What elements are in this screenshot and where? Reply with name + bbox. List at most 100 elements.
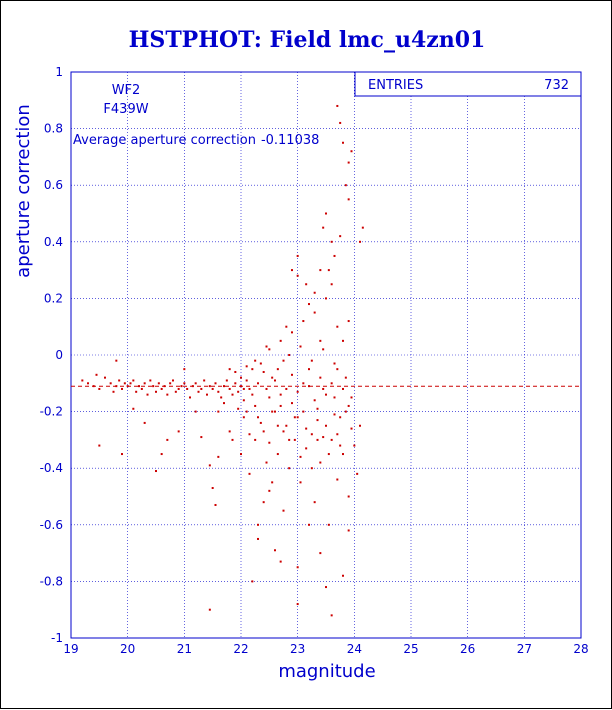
data-point <box>339 235 342 238</box>
data-point <box>288 438 291 441</box>
data-point <box>342 574 344 577</box>
data-point <box>211 487 214 490</box>
data-point <box>208 608 211 611</box>
y-tick-label: 0.6 <box>44 178 63 192</box>
data-point <box>344 410 347 413</box>
data-point <box>291 331 293 334</box>
data-point <box>143 421 146 424</box>
data-point <box>194 410 197 413</box>
data-point <box>327 269 330 272</box>
x-tick-label: 24 <box>347 642 362 656</box>
data-point <box>98 444 101 447</box>
data-point <box>180 385 183 388</box>
y-tick-label: 0.8 <box>44 122 63 136</box>
data-point <box>322 387 325 390</box>
data-point <box>313 399 316 402</box>
data-point <box>155 390 157 393</box>
data-point <box>231 393 234 396</box>
data-point <box>248 387 251 390</box>
data-point <box>268 489 271 492</box>
plot-area <box>70 71 582 639</box>
data-point <box>339 416 342 419</box>
data-point <box>347 198 350 201</box>
data-point <box>183 368 186 371</box>
data-point <box>330 283 333 286</box>
average-annotation-value: -0.11038 <box>261 133 319 148</box>
data-point <box>336 104 339 107</box>
data-point <box>319 461 322 464</box>
data-point <box>220 396 223 399</box>
data-point <box>234 370 237 373</box>
data-point <box>285 387 288 390</box>
y-tick-label: -1 <box>51 631 63 645</box>
data-point <box>282 359 285 362</box>
data-point <box>361 226 364 229</box>
data-point <box>302 382 305 385</box>
filter-label: F439W <box>103 102 148 117</box>
data-point <box>81 379 84 382</box>
data-point <box>359 240 361 243</box>
data-point <box>121 453 123 456</box>
data-point <box>228 387 231 390</box>
data-point <box>146 393 149 396</box>
y-tick-labels: -1 -0.8 -0.6 -0.4 -0.2 0 0.2 0.4 0.6 0.8 1 <box>40 65 63 645</box>
data-point <box>265 345 268 348</box>
x-tick-label: 21 <box>177 642 192 656</box>
data-point <box>325 393 327 396</box>
data-point <box>296 416 299 419</box>
data-point <box>299 455 302 458</box>
y-tick-label: 0.2 <box>44 291 63 305</box>
data-point <box>160 453 163 456</box>
data-point <box>296 566 299 569</box>
y-axis-label: aperture correction <box>13 104 34 278</box>
data-point <box>245 365 248 368</box>
x-axis-label: magnitude <box>278 661 375 682</box>
data-point <box>336 478 339 481</box>
data-point <box>166 393 169 396</box>
data-point <box>234 382 237 385</box>
data-point <box>152 385 155 388</box>
data-point <box>237 407 240 410</box>
data-point <box>319 339 322 342</box>
data-points <box>81 104 364 617</box>
data-point <box>214 382 217 385</box>
data-point <box>308 303 310 306</box>
data-point <box>251 580 254 583</box>
average-annotation: Average aperture correction -0.11038 <box>73 133 319 148</box>
data-point <box>251 393 254 396</box>
data-point <box>225 379 228 382</box>
data-point <box>231 438 234 441</box>
data-point <box>208 385 211 388</box>
y-tick-label: -0.6 <box>40 518 63 532</box>
x-tick-label: 19 <box>63 642 78 656</box>
data-point <box>288 354 291 356</box>
data-point <box>265 387 268 390</box>
data-point <box>339 444 342 447</box>
data-point <box>115 359 118 362</box>
data-point <box>325 212 327 215</box>
data-point <box>112 390 115 393</box>
data-point <box>174 390 177 393</box>
data-point <box>342 453 344 456</box>
data-point <box>291 269 293 272</box>
data-point <box>248 433 251 436</box>
stats-box <box>354 71 582 97</box>
data-point <box>245 410 248 413</box>
data-point <box>177 387 180 390</box>
data-point <box>257 382 259 385</box>
data-point <box>149 379 152 382</box>
data-point <box>98 387 101 390</box>
data-point <box>157 382 160 385</box>
data-point <box>305 283 308 286</box>
data-point <box>308 523 310 526</box>
stats-entries-value: 732 <box>544 78 569 93</box>
data-point <box>279 339 282 342</box>
data-point <box>279 393 282 396</box>
data-point <box>285 424 288 427</box>
data-point <box>310 467 313 470</box>
data-point <box>214 503 217 506</box>
x-tick-label: 27 <box>517 642 532 656</box>
data-point <box>87 382 89 385</box>
x-tick-label: 28 <box>573 642 588 656</box>
